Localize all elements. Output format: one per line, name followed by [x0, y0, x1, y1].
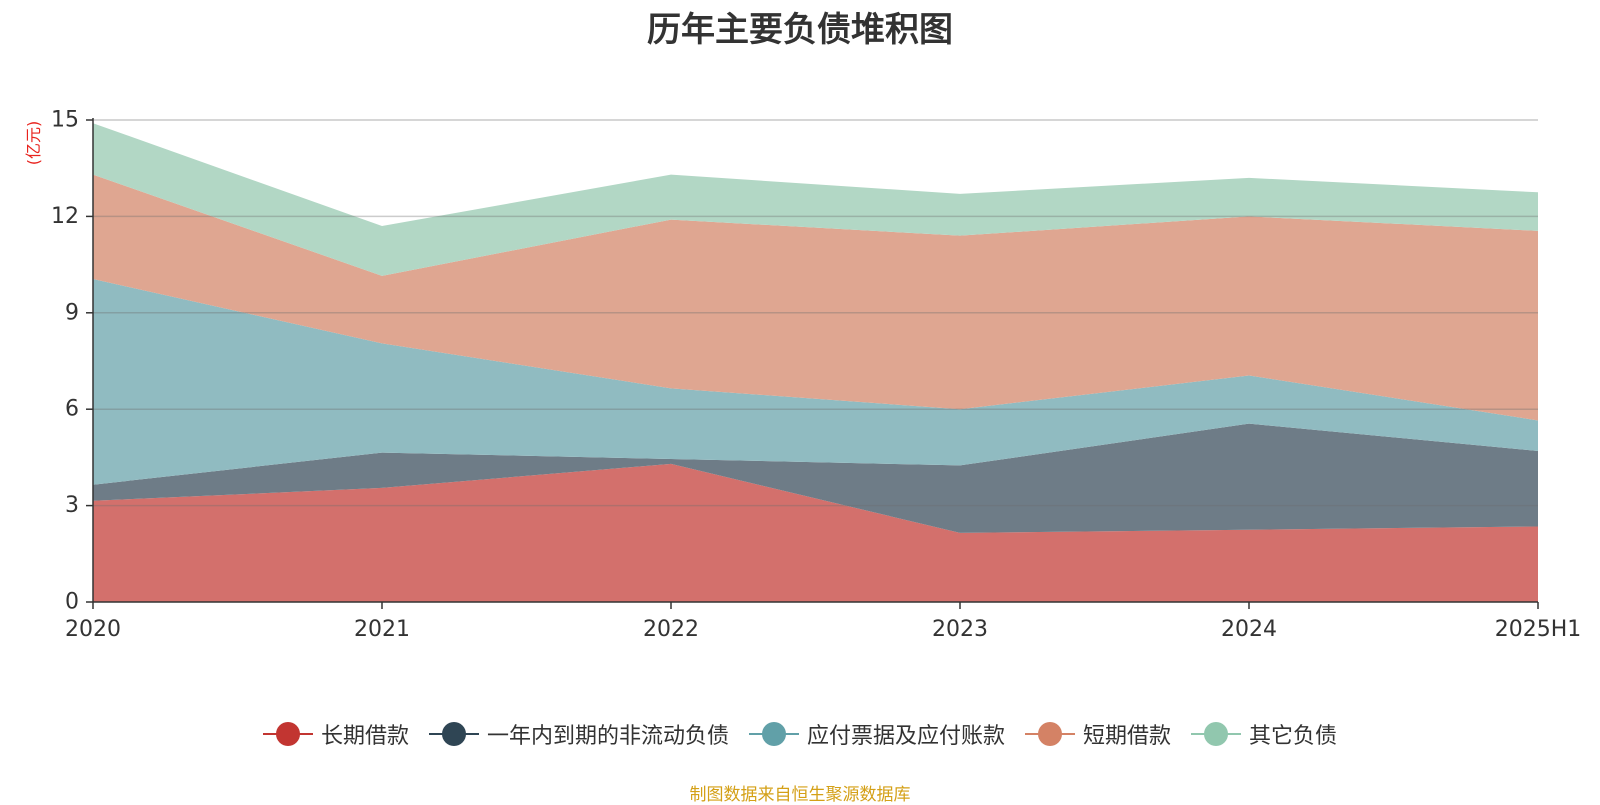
x-tick-label: 2020 [65, 617, 121, 642]
legend-label: 一年内到期的非流动负债 [486, 724, 729, 749]
legend-label: 应付票据及应付账款 [806, 724, 1005, 749]
legend-label: 长期借款 [320, 724, 409, 749]
legend-item-2[interactable]: 一年内到期的非流动负债 [428, 718, 729, 750]
y-tick-label: 15 [51, 108, 79, 133]
x-tick-label: 2024 [1221, 617, 1277, 642]
x-tick-label: 2025H1 [1495, 617, 1582, 642]
series-areas [93, 123, 1538, 602]
legend-marker-icon [1191, 721, 1242, 747]
legend-marker-icon [262, 721, 313, 747]
legend-marker-icon [748, 721, 799, 747]
y-tick-label: 0 [65, 590, 79, 615]
data-source-note: 制图数据来自恒生聚源数据库 [689, 785, 911, 805]
legend-item-1[interactable]: 长期借款 [262, 718, 409, 750]
legend-item-3[interactable]: 应付票据及应付账款 [748, 718, 1005, 750]
series-area-4 [93, 174, 1538, 421]
chart-title: 历年主要负债堆积图 [647, 10, 953, 50]
y-tick-label: 6 [65, 397, 79, 422]
x-tick-label: 2022 [643, 617, 699, 642]
legend-label: 短期借款 [1083, 724, 1172, 749]
series-area-5 [93, 123, 1538, 276]
series-area-1 [93, 463, 1538, 602]
axes: 0 3 6 9 12 15 2020 2021 2022 2023 2024 2025H1 [51, 108, 1581, 643]
series-area-3 [93, 279, 1538, 485]
x-tick-label: 2021 [354, 617, 410, 642]
grid-lines [93, 119, 1538, 507]
legend-item-5[interactable]: 其它负债 [1191, 718, 1337, 750]
y-tick-label: 12 [51, 204, 79, 229]
x-tick-label: 2023 [932, 617, 988, 642]
legend: 长期借款 一年内到期的非流动负债 应付票据及应付账款 短期借款 其它负债 [0, 718, 1600, 750]
legend-label: 其它负债 [1249, 724, 1338, 749]
legend-marker-icon [428, 721, 479, 747]
legend-marker-icon [1025, 721, 1075, 747]
y-tick-label: 3 [65, 493, 79, 518]
legend-item-4[interactable]: 短期借款 [1025, 718, 1171, 750]
series-area-2 [93, 423, 1538, 533]
y-tick-label: 9 [65, 300, 79, 325]
